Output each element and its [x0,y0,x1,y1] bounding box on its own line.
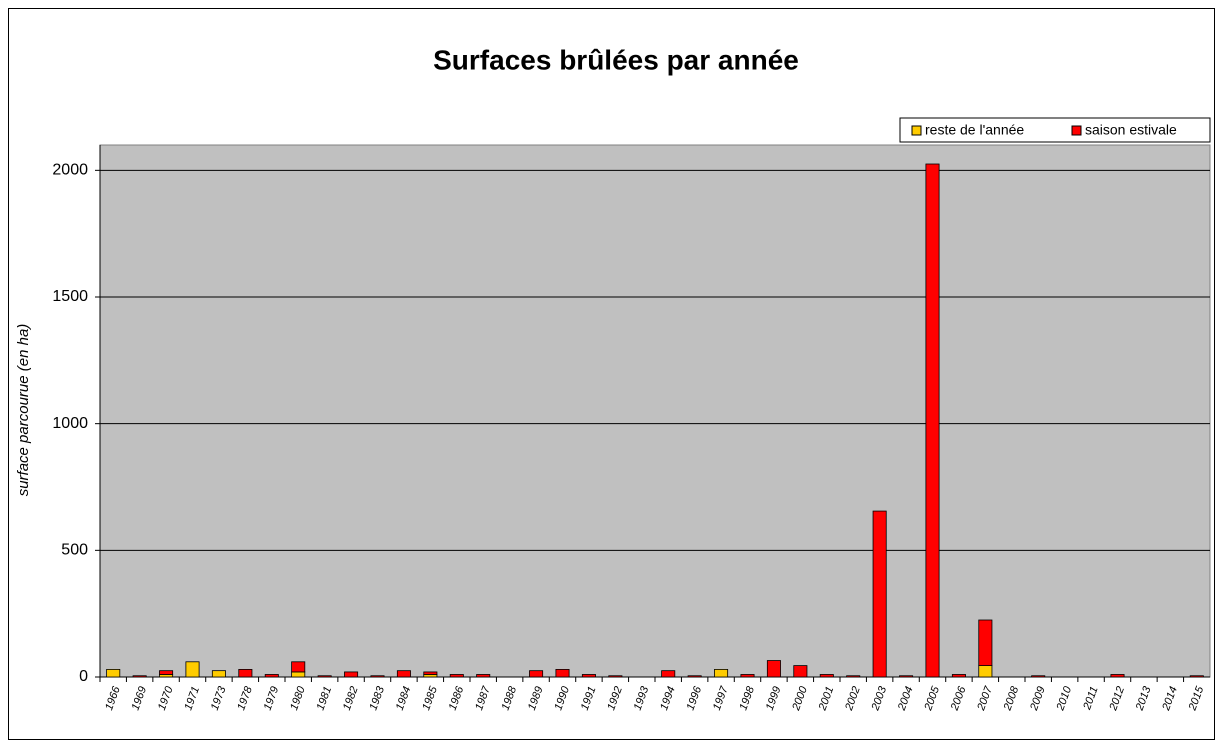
bar-segment [581,674,596,678]
bar-segment [1031,675,1046,678]
bar-segment [291,661,306,673]
bar-segment [344,671,359,678]
y-tick-label: 2000 [52,162,88,179]
bar-segment [396,670,411,678]
bar-segment [819,674,834,678]
bar-segment [899,675,914,678]
bar-segment [978,619,993,666]
bar-segment [740,674,755,678]
bar-segment [370,675,385,678]
bar-segment [793,665,808,678]
bar-segment [132,675,147,678]
bar-segment [185,661,200,678]
y-axis-label: surface parcourue (en ha) [15,324,32,497]
bar-segment [449,674,464,678]
bar-segment [106,669,121,678]
bar-segment [264,674,279,678]
bar-segment [1189,675,1204,678]
y-tick-label: 500 [61,542,88,559]
bar-segment [925,163,940,678]
bar-segment [238,669,253,678]
legend-swatch [1071,125,1082,136]
bar-segment [317,675,332,678]
chart-title: Surfaces brûlées par année [433,44,799,75]
legend-label: saison estivale [1085,122,1177,138]
bar-segment [846,675,861,678]
bar-segment [291,671,306,678]
bar-segment [423,671,438,675]
bar-segment [872,510,887,678]
bar-segment [661,670,676,678]
bar-segment [978,665,993,678]
bar-segment [766,660,781,678]
legend-box [899,117,1211,143]
legend-label: reste de l'année [925,122,1024,138]
bar-segment [476,674,491,678]
bar-segment [1110,674,1125,678]
bar-segment [159,670,174,675]
plot-area [99,144,1211,678]
bar-segment [714,669,729,678]
y-tick-label: 0 [79,668,88,685]
bar-segment [211,670,226,678]
bar-segment [951,674,966,678]
y-tick-label: 1500 [52,288,88,305]
bar-segment [529,670,544,678]
y-tick-label: 1000 [52,415,88,432]
bar-segment [608,675,623,678]
bar-segment [555,669,570,678]
bar-segment [687,675,702,678]
legend-swatch [911,125,922,136]
